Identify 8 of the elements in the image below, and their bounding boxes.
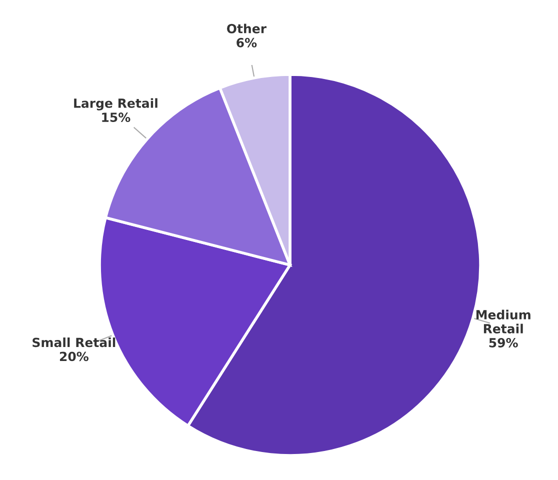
- data-label: 59%: [489, 338, 518, 348]
- slice-label: Medium Retail: [476, 310, 530, 334]
- data-label: 15%: [102, 112, 130, 122]
- data-label: 20%: [60, 352, 88, 362]
- slice-label: Large Retail: [74, 98, 158, 110]
- data-label: 6%: [236, 38, 257, 48]
- slice-label: Other: [227, 24, 266, 34]
- slice-label: Small Retail: [32, 338, 116, 348]
